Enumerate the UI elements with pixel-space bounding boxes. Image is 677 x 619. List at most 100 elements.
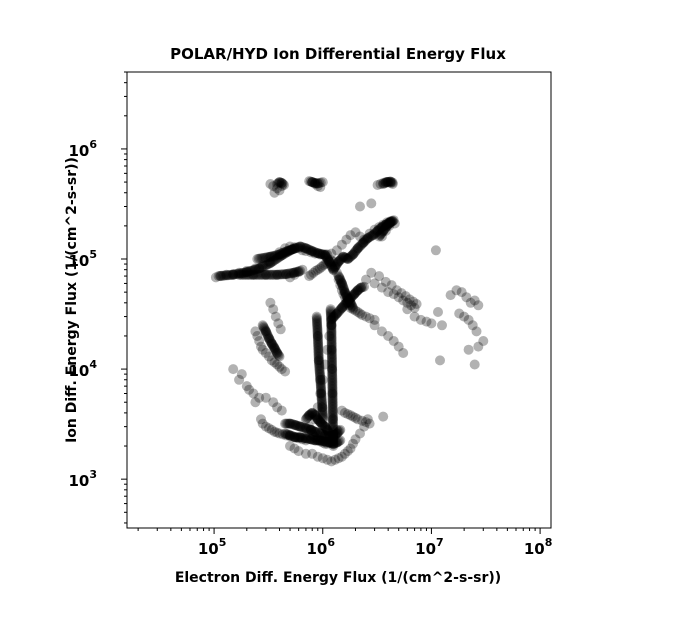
scatter-point xyxy=(315,182,326,193)
scatter-point xyxy=(257,262,267,273)
scatter-point xyxy=(313,338,324,349)
scatter-point xyxy=(310,435,321,446)
scatter-point xyxy=(327,409,338,420)
scatter-point xyxy=(345,297,356,308)
scatter-point xyxy=(326,346,337,357)
scatter-point xyxy=(312,334,323,344)
scatter-point xyxy=(310,426,321,437)
scatter-point xyxy=(306,245,316,256)
scatter-point xyxy=(328,441,339,451)
scatter-point xyxy=(382,177,392,188)
scatter-point xyxy=(327,359,337,370)
scatter-point xyxy=(271,346,282,357)
scatter-point xyxy=(259,260,270,271)
y-tick-label: 105 xyxy=(68,248,97,270)
scatter-point xyxy=(337,279,348,290)
scatter-point xyxy=(315,370,325,381)
scatter-point xyxy=(315,249,326,260)
scatter-point xyxy=(280,418,291,429)
scatter-point xyxy=(335,274,346,285)
scatter-point xyxy=(326,436,337,447)
scatter-point xyxy=(222,270,233,281)
scatter-point xyxy=(268,181,279,192)
scatter-point xyxy=(311,313,322,324)
scatter-point xyxy=(313,349,324,360)
scatter-point xyxy=(361,417,371,428)
scatter-point xyxy=(315,177,326,188)
scatter-point xyxy=(333,453,344,464)
scatter-point xyxy=(300,448,311,459)
scatter-point xyxy=(251,264,262,275)
scatter-point xyxy=(312,435,323,446)
scatter-point xyxy=(268,340,279,351)
scatter-point xyxy=(343,253,354,264)
scatter-point xyxy=(326,335,337,346)
scatter-point xyxy=(219,270,230,281)
scatter-point xyxy=(234,267,245,278)
scatter-point xyxy=(327,408,338,419)
scatter-point xyxy=(380,177,391,188)
scatter-point xyxy=(389,218,400,229)
scatter-point xyxy=(327,261,337,272)
scatter-point xyxy=(235,269,246,280)
scatter-point xyxy=(378,219,389,230)
scatter-point xyxy=(258,261,269,272)
scatter-point xyxy=(325,431,336,441)
scatter-point xyxy=(404,294,415,305)
scatter-point xyxy=(272,269,283,280)
scatter-point xyxy=(314,364,325,375)
scatter-point xyxy=(320,438,331,449)
scatter-point xyxy=(320,421,331,432)
scatter-point xyxy=(369,314,380,325)
scatter-point xyxy=(327,394,338,405)
scatter-point xyxy=(421,316,432,327)
scatter-point xyxy=(345,443,356,454)
scatter-point xyxy=(325,257,335,268)
scatter-point xyxy=(315,428,326,439)
scatter-point xyxy=(400,291,411,302)
scatter-point xyxy=(260,348,271,358)
scatter-point xyxy=(257,269,268,280)
scatter-point xyxy=(315,417,326,428)
scatter-point xyxy=(347,291,358,302)
scatter-point xyxy=(314,248,324,259)
scatter-point xyxy=(325,311,336,322)
scatter-point xyxy=(285,241,295,252)
scatter-point xyxy=(238,267,249,278)
scatter-point xyxy=(274,351,285,362)
scatter-point xyxy=(308,177,319,188)
scatter-point xyxy=(333,256,344,267)
scatter-point xyxy=(327,402,338,413)
scatter-point xyxy=(273,252,283,263)
scatter-point xyxy=(283,246,294,257)
scatter-point xyxy=(273,318,284,329)
scatter-point xyxy=(310,179,321,189)
scatter-point xyxy=(317,403,328,414)
scatter-point xyxy=(348,304,358,315)
scatter-point xyxy=(264,258,274,269)
scatter-point xyxy=(326,315,337,326)
scatter-point xyxy=(312,332,323,343)
scatter-point xyxy=(330,429,341,440)
scatter-point xyxy=(292,266,303,277)
scatter-point xyxy=(385,216,396,227)
scatter-point xyxy=(260,325,271,336)
scatter-point xyxy=(326,347,337,358)
scatter-point xyxy=(331,308,342,319)
scatter-point xyxy=(328,434,339,445)
scatter-point xyxy=(312,322,323,332)
scatter-point xyxy=(221,269,232,280)
scatter-point xyxy=(287,268,298,278)
scatter-point xyxy=(385,217,396,228)
scatter-point xyxy=(322,437,333,448)
scatter-point xyxy=(264,333,274,344)
scatter-point xyxy=(215,270,225,281)
scatter-point xyxy=(307,177,318,188)
scatter-point xyxy=(285,268,296,279)
scatter-point xyxy=(300,414,311,425)
scatter-point xyxy=(378,179,389,189)
scatter-point xyxy=(326,344,337,355)
scatter-point xyxy=(473,300,484,311)
scatter-point xyxy=(317,437,328,448)
scatter-point xyxy=(383,177,394,188)
